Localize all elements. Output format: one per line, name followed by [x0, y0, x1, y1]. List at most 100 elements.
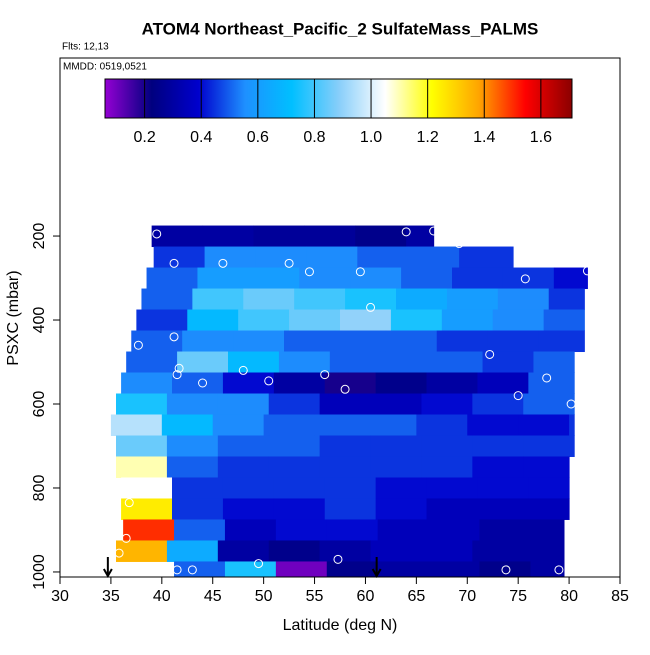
- heat-cell: [370, 456, 422, 478]
- heat-cell: [212, 414, 265, 436]
- heat-cell: [324, 477, 377, 499]
- heat-cell: [492, 309, 545, 332]
- heat-cell: [421, 435, 473, 457]
- heat-cell: [377, 519, 430, 541]
- heat-cell: [151, 225, 204, 248]
- heat-cell: [172, 372, 224, 395]
- heat-cell: [477, 372, 529, 395]
- heat-cell: [543, 309, 585, 332]
- heat-cell: [396, 288, 448, 311]
- heat-cell: [482, 351, 534, 374]
- heat-cell: [375, 477, 428, 499]
- sample-point: [187, 565, 197, 575]
- heat-cell: [116, 540, 168, 562]
- heat-cell: [110, 414, 163, 436]
- heat-cell: [182, 330, 234, 353]
- heat-cell: [375, 372, 428, 395]
- heat-cell: [187, 309, 239, 332]
- heat-cell: [289, 309, 341, 332]
- x-tick-label: 50: [255, 588, 273, 605]
- heat-cell: [334, 330, 387, 353]
- heat-cell: [324, 498, 377, 520]
- heat-cell: [243, 288, 295, 311]
- colorbar-tick-label: 0.2: [133, 129, 155, 146]
- plot-frame: [59, 57, 621, 578]
- sample-point: [401, 227, 411, 237]
- heat-cell: [284, 330, 336, 353]
- heat-cell: [426, 477, 478, 499]
- heat-cell: [146, 267, 198, 290]
- heat-cell: [121, 498, 173, 520]
- heat-cell: [116, 393, 168, 415]
- sample-point: [114, 548, 124, 558]
- colorbar-tick-label: 1.2: [417, 129, 439, 146]
- heat-cell: [370, 393, 422, 415]
- sample-point: [542, 373, 552, 383]
- sample-point: [355, 267, 365, 277]
- heat-cell: [273, 372, 326, 395]
- heat-cell: [177, 351, 229, 374]
- heat-cell: [340, 309, 392, 332]
- sample-point: [485, 349, 495, 359]
- heat-cell: [268, 435, 321, 457]
- sample-point: [238, 365, 248, 375]
- heat-cell: [238, 309, 290, 332]
- heat-cell: [355, 225, 407, 248]
- sample-point: [121, 533, 131, 543]
- heat-cell: [538, 330, 585, 353]
- heat-cell: [166, 540, 219, 562]
- colorbar-tick-label: 1.0: [360, 129, 382, 146]
- heat-cell: [123, 519, 175, 541]
- heat-cell: [126, 351, 178, 374]
- heat-cell: [116, 456, 168, 478]
- heat-cell: [273, 477, 326, 499]
- sample-point: [124, 498, 134, 508]
- sample-point: [169, 332, 179, 342]
- heat-cell: [136, 309, 188, 332]
- heat-cell: [502, 267, 555, 290]
- x-tick-label: 70: [458, 588, 476, 605]
- heat-cell: [326, 561, 379, 577]
- sample-point: [304, 267, 314, 277]
- x-tick-label: 80: [560, 588, 578, 605]
- heat-cell: [202, 225, 254, 248]
- heatmap: [110, 225, 592, 577]
- heat-cell: [172, 477, 224, 499]
- heat-cell: [319, 540, 372, 562]
- heat-cell: [385, 330, 438, 353]
- x-tick-label: 65: [407, 588, 425, 605]
- x-tick-label: 40: [153, 588, 171, 605]
- sample-point: [254, 559, 264, 569]
- heat-cell: [421, 393, 473, 415]
- sample-point: [284, 258, 294, 268]
- heat-cell: [268, 456, 321, 478]
- sample-point: [520, 274, 530, 284]
- y-axis-label: PSXC (mbar): [5, 270, 22, 365]
- heat-cell: [314, 414, 366, 436]
- heat-cell: [446, 288, 499, 311]
- heat-cell: [345, 288, 397, 311]
- subtitle: Flts: 12,13: [62, 42, 109, 53]
- heat-cell: [472, 540, 524, 562]
- x-tick-label: 85: [611, 588, 629, 605]
- heat-cell: [472, 393, 524, 415]
- heat-cell: [569, 414, 575, 436]
- y-tick-label: 400: [31, 307, 48, 334]
- sample-point: [554, 565, 564, 575]
- heat-cell: [192, 288, 244, 311]
- heat-cell: [217, 456, 270, 478]
- sample-point: [172, 370, 182, 380]
- heat-cell: [253, 225, 305, 248]
- heat-cell: [306, 246, 358, 269]
- heat-cell: [523, 456, 570, 478]
- sample-point: [454, 239, 464, 249]
- heat-cell: [479, 561, 531, 577]
- heat-cell: [436, 330, 489, 353]
- heat-cell: [416, 414, 468, 436]
- heat-cell: [553, 267, 588, 290]
- heat-cell: [304, 225, 356, 248]
- heat-cell: [477, 477, 529, 499]
- heat-cell: [278, 351, 331, 374]
- colorbar: [104, 78, 573, 119]
